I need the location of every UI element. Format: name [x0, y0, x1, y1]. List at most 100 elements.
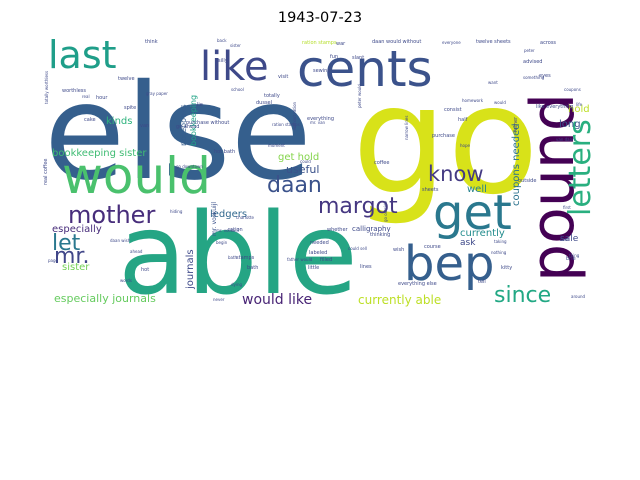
cloud-word: cake	[84, 117, 96, 123]
cloud-word: wish	[393, 247, 404, 253]
cloud-word: mr. van	[310, 120, 326, 125]
cloud-word: bath	[247, 265, 258, 271]
cloud-word: daan wish	[110, 238, 131, 243]
cloud-word: currently able	[358, 293, 441, 307]
cloud-word: brie	[566, 256, 576, 262]
cloud-word: else	[44, 56, 312, 210]
cloud-word: charlotte	[236, 215, 255, 220]
cloud-word: van	[140, 123, 149, 129]
cloud-word: kinds	[106, 116, 132, 127]
cloud-word: everything	[307, 116, 334, 122]
cloud-word: advised	[523, 59, 542, 65]
cloud-word: pound	[518, 93, 588, 282]
cloud-word: daan	[267, 173, 322, 198]
cloud-word: labeled	[309, 250, 327, 256]
cloud-word: coffee	[374, 160, 389, 166]
cloud-word: hour	[96, 95, 108, 101]
cloud-word: everything else	[398, 281, 437, 287]
cloud-word: nothing	[491, 250, 507, 255]
cloud-word: go outside	[383, 200, 388, 222]
cloud-word: want	[488, 80, 498, 85]
cloud-word: hope	[460, 143, 471, 148]
cloud-word: hot bath	[214, 149, 235, 155]
cloud-word: bath	[228, 255, 238, 260]
cloud-word: narrow lines	[404, 116, 409, 140]
cloud-word: words	[120, 278, 132, 283]
cloud-word: bep	[404, 236, 494, 292]
cloud-word: totally worthless	[44, 71, 49, 104]
cloud-word: sister	[62, 262, 90, 273]
cloud-word: begin	[216, 240, 228, 245]
cloud-word: like	[200, 44, 269, 90]
cloud-word: think	[145, 39, 158, 45]
cloud-word: daan would without	[372, 39, 421, 45]
cloud-word: gray paper	[146, 91, 168, 96]
cloud-word: twelve sheets	[476, 39, 511, 45]
cloud-word: notebooks	[179, 104, 188, 146]
cloud-word: twelve	[118, 76, 135, 82]
cloud-word: outside	[518, 178, 536, 184]
cloud-word: little	[308, 265, 319, 271]
cloud-word: bookkeeping sister	[52, 148, 147, 159]
cloud-word: journals	[185, 249, 196, 290]
cloud-word: especially journals	[54, 292, 156, 305]
cloud-word: slant	[352, 55, 364, 61]
cloud-word: able	[118, 190, 358, 320]
cloud-word: especially	[52, 224, 102, 235]
cloud-word: kitty	[501, 265, 512, 271]
cloud-word: ledgers	[210, 209, 247, 220]
cloud-word: get hold	[278, 152, 319, 163]
cloud-word: thinking	[370, 232, 390, 238]
cloud-word: needed	[310, 240, 329, 246]
cloud-word: go ahead	[176, 124, 199, 130]
cloud-word: margot	[318, 194, 398, 219]
cloud-word: letters	[563, 119, 598, 216]
cloud-word: ration	[228, 227, 243, 233]
cloud-word: purchase	[432, 133, 455, 139]
cloud-word: sale	[560, 237, 569, 242]
cloud-word: calligraphy	[352, 225, 391, 233]
cloud-word: father would	[287, 257, 313, 262]
cloud-word: moment	[268, 143, 285, 148]
cloud-word: visit	[278, 74, 288, 80]
cloud-word: well	[467, 184, 487, 195]
cloud-word: ahead	[130, 249, 143, 254]
cloud-word: ration stamps	[302, 40, 337, 46]
chart-title: 1943-07-23	[277, 10, 363, 26]
cloud-word: back	[217, 38, 227, 43]
cloud-word: like everything	[536, 104, 573, 110]
cloud-word: know	[428, 162, 484, 186]
cloud-word: mr. voskuijl	[216, 228, 239, 233]
cloud-word: silly	[218, 58, 228, 64]
cloud-word: could sell	[348, 246, 367, 251]
cloud-word: war	[336, 41, 346, 47]
cloud-word: real coffee	[43, 159, 49, 185]
cloud-word: worthless	[62, 88, 86, 94]
cloud-word: totally	[264, 93, 280, 99]
cloud-word: mr.	[54, 244, 89, 269]
cloud-word: eyes	[539, 73, 551, 79]
cloud-word: sheets	[422, 187, 439, 193]
cloud-word: sale	[560, 234, 579, 244]
cloud-word: spite	[124, 105, 136, 111]
cloud-word: mr. voskuijl	[211, 202, 218, 236]
cloud-word: filled	[320, 257, 332, 263]
cloud-word: tell	[478, 279, 486, 285]
cloud-word: go downtown	[176, 164, 203, 169]
cloud-word: real	[82, 94, 90, 99]
cloud-word: whether	[327, 227, 349, 233]
cloud-word: sister	[230, 43, 241, 48]
cloud-word: bookkeeping	[189, 95, 198, 146]
cloud-word: dying	[231, 282, 243, 287]
cloud-word: everyone	[442, 40, 461, 45]
cloud-word: peter would	[357, 84, 362, 108]
cloud-word: consist	[444, 107, 462, 113]
cloud-word: fun	[330, 54, 338, 60]
cloud-word: across	[540, 40, 556, 46]
cloud-word: never	[213, 297, 225, 302]
cloud-word: let	[52, 231, 81, 256]
cloud-word: life	[576, 102, 583, 107]
cloud-word: get	[433, 185, 512, 241]
cloud-word: lie	[197, 102, 203, 108]
